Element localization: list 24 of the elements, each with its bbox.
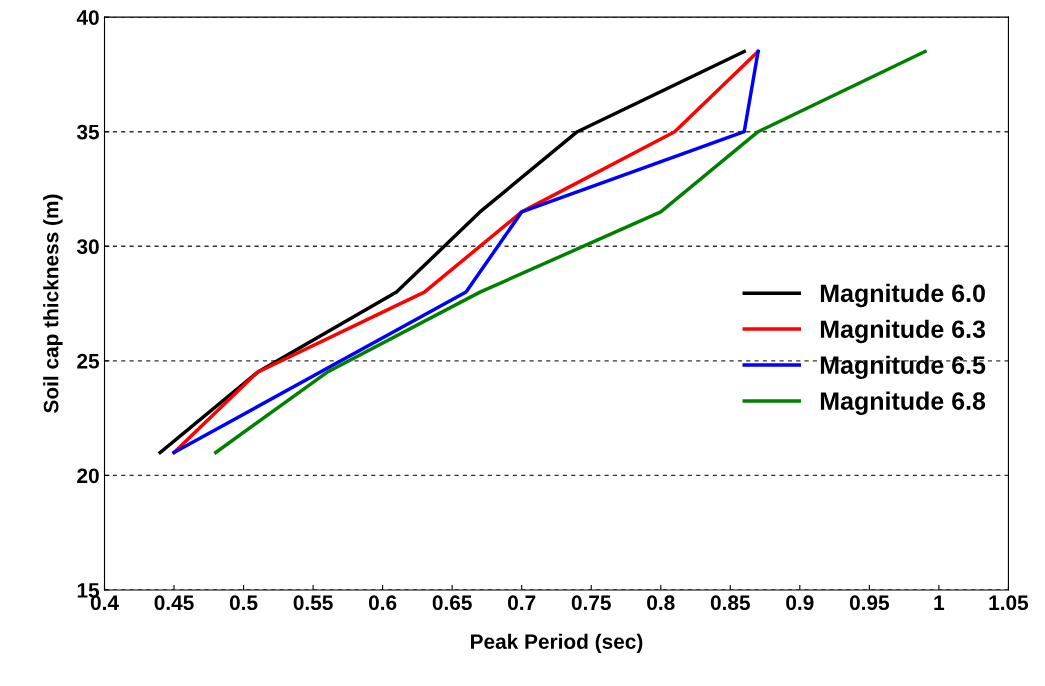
- x-tick-label: 0.55: [293, 595, 333, 611]
- y-tick-label: 20: [77, 468, 99, 484]
- y-tick-label: 40: [76, 10, 99, 25]
- y-tick-label: 30: [76, 239, 99, 255]
- legend-label: Magnitude 6.0: [820, 283, 985, 308]
- y-tick-label: 25: [77, 353, 100, 369]
- x-tick-label: 0.85: [710, 595, 750, 611]
- y-tick-label: 35: [76, 124, 100, 140]
- y-axis-title: Soil cap thickness (m): [43, 194, 63, 413]
- x-tick-label: 0.6: [368, 595, 397, 611]
- x-tick-label: 0.75: [571, 595, 611, 611]
- legend-label: Magnitude 6.5: [820, 355, 986, 380]
- legend-label: Magnitude 6.8: [820, 391, 986, 415]
- x-tick-label: 0.7: [508, 595, 536, 611]
- x-tick-label: 1: [934, 595, 945, 610]
- x-tick-label: 0.9: [786, 595, 814, 611]
- x-tick-label: 0.5: [229, 595, 258, 611]
- legend-label: Magnitude 6.3: [820, 319, 986, 344]
- x-tick-label: 0.95: [849, 595, 890, 611]
- x-tick-label: 1.05: [989, 595, 1029, 611]
- x-axis-title: Peak Period (sec): [471, 633, 643, 654]
- x-tick-label: 0.45: [154, 595, 194, 611]
- x-tick-label: 0.65: [432, 595, 472, 611]
- x-tick-label: 0.8: [647, 595, 675, 611]
